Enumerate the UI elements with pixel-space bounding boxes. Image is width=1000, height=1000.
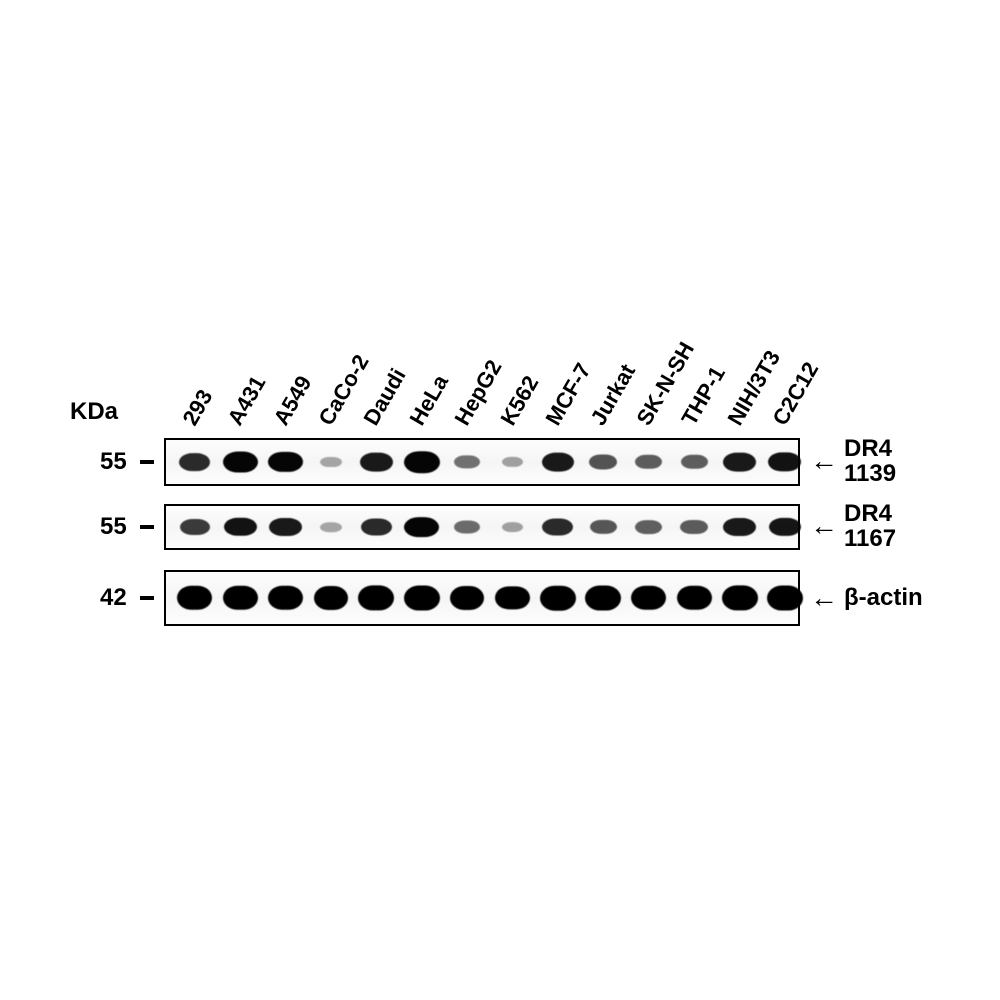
band	[542, 519, 573, 536]
band	[404, 451, 440, 473]
lane-label: HeLa	[404, 370, 453, 430]
mw-label: 55	[100, 513, 127, 541]
arrow-icon: ←	[810, 584, 838, 612]
kda-header: KDa	[70, 398, 118, 426]
lane-labels-container: 293A431A549CaCo-2DaudiHeLaHepG2K562MCF-7…	[178, 260, 814, 430]
band	[680, 520, 707, 534]
band	[542, 453, 574, 472]
band	[361, 519, 392, 536]
band	[681, 455, 708, 469]
band	[722, 585, 758, 610]
band	[268, 586, 303, 610]
band	[314, 586, 349, 610]
band	[502, 457, 524, 467]
band	[677, 586, 712, 610]
band	[767, 586, 803, 611]
band	[450, 586, 485, 610]
band	[454, 455, 479, 468]
band	[635, 520, 662, 534]
band	[358, 585, 394, 610]
band	[180, 519, 210, 535]
arrow-icon: ←	[810, 447, 838, 475]
band	[631, 586, 666, 610]
row-arrow-label: ←β-actin	[810, 584, 923, 612]
lane-label: 293	[177, 385, 218, 430]
band	[360, 453, 392, 472]
band	[723, 453, 755, 472]
mw-label: 42	[100, 584, 127, 612]
band	[320, 457, 341, 467]
mw-tick	[140, 525, 154, 529]
row-arrow-label: ←DR4 1139	[810, 436, 896, 486]
band	[590, 520, 618, 534]
lane-label: MCF-7	[541, 359, 597, 430]
band	[223, 452, 258, 473]
band	[589, 454, 617, 469]
row-label-text: DR4 1167	[844, 501, 896, 551]
blot-row-dr4-1167	[164, 504, 800, 550]
band	[269, 518, 301, 536]
band	[495, 586, 529, 609]
mw-label: 55	[100, 448, 127, 476]
lane-label: K562	[495, 371, 544, 430]
row-arrow-label: ←DR4 1167	[810, 501, 896, 551]
blot-row-dr4-1139	[164, 438, 800, 486]
band	[268, 452, 302, 472]
arrow-icon: ←	[810, 512, 838, 540]
blot-row-beta-actin	[164, 570, 800, 626]
band	[404, 586, 440, 611]
band	[179, 453, 210, 471]
band	[502, 522, 524, 532]
mw-tick	[140, 596, 154, 600]
band	[768, 452, 801, 471]
band	[320, 522, 341, 532]
mw-tick	[140, 460, 154, 464]
band	[404, 517, 439, 537]
band	[223, 586, 258, 610]
band	[177, 586, 212, 610]
band	[723, 518, 755, 536]
row-label-text: DR4 1139	[844, 436, 896, 486]
band	[224, 518, 257, 536]
band	[769, 518, 802, 536]
lane-label: A431	[223, 371, 272, 430]
band	[635, 455, 662, 469]
row-label-text: β-actin	[844, 585, 923, 610]
lane-label: A549	[268, 371, 317, 430]
band	[454, 521, 480, 534]
band	[540, 586, 575, 611]
band	[585, 586, 621, 611]
